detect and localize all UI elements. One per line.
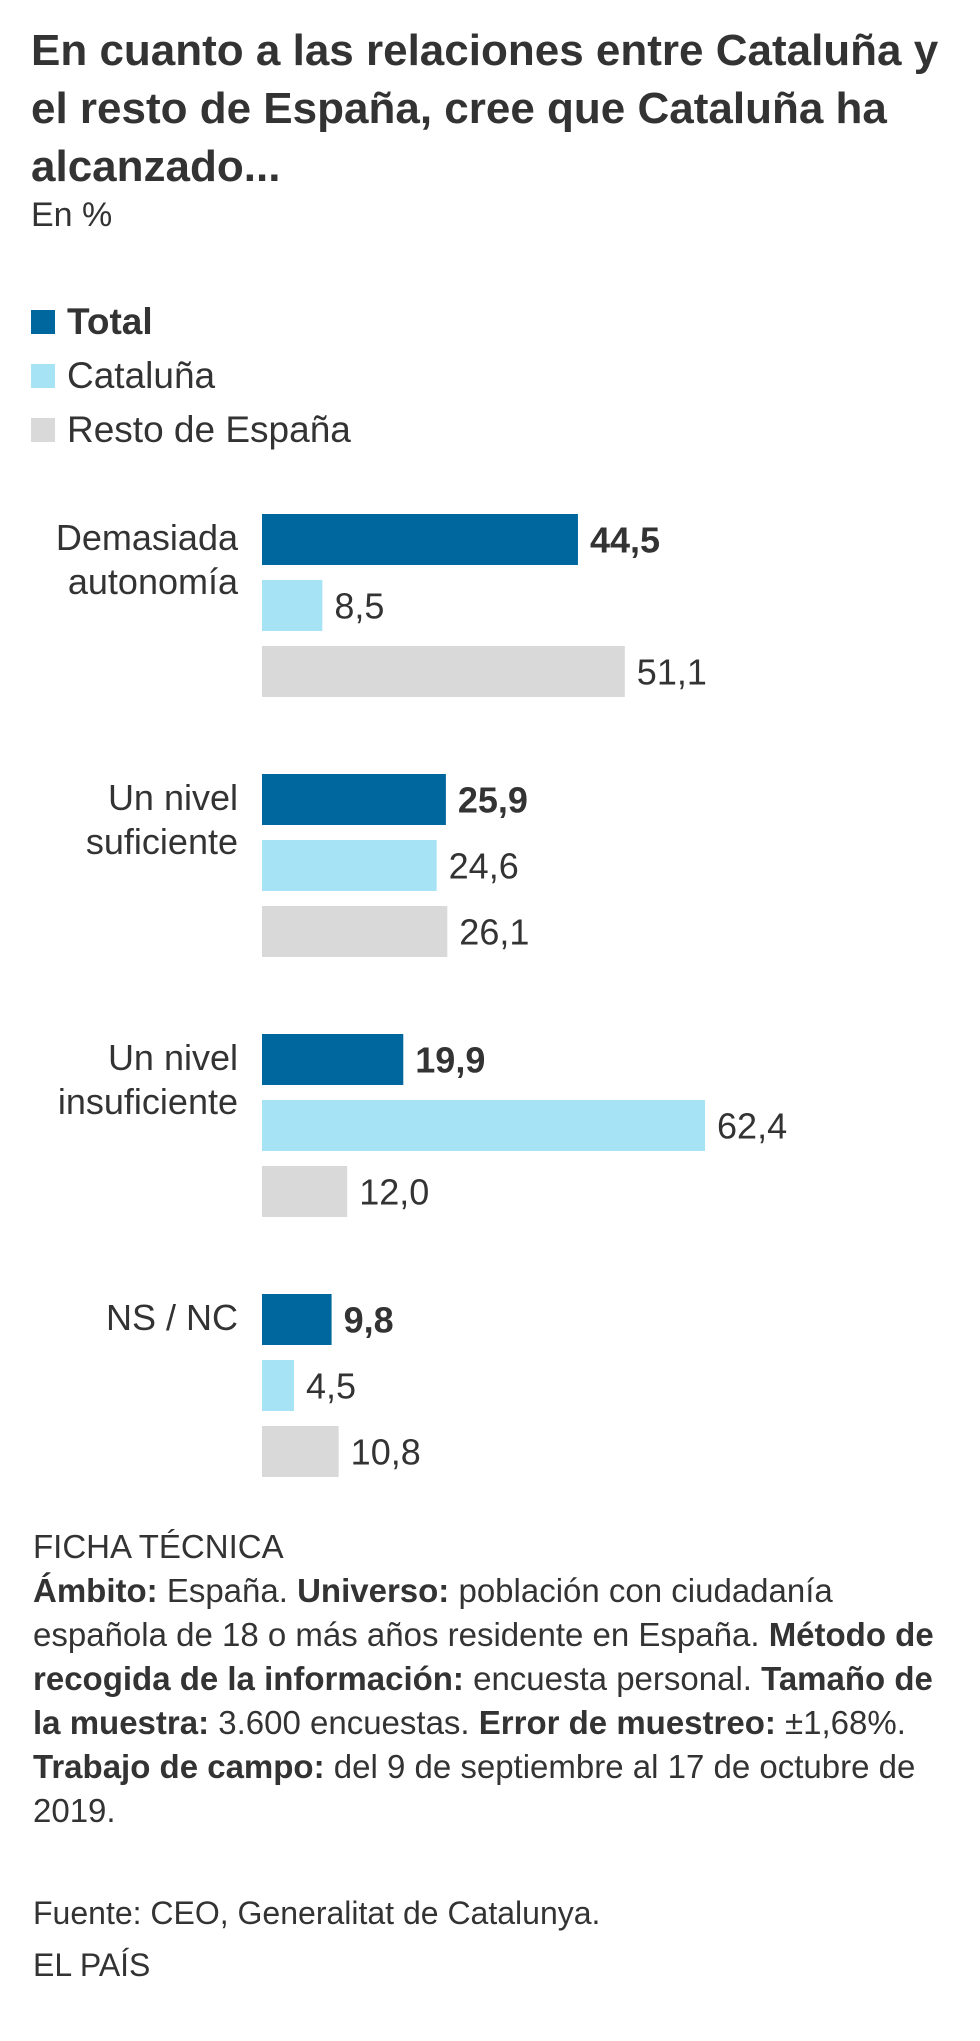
category-label: Un nivel insuficiente [58, 1037, 238, 1122]
ficha-heading: FICHA TÉCNICA [33, 1528, 284, 1565]
ficha-text-campo: del 9 de septiembre al 17 de octubre de … [33, 1748, 916, 1829]
category-label-line: Demasiada [56, 517, 239, 558]
data-label: 12,0 [359, 1172, 429, 1213]
bar [262, 580, 323, 631]
category-label-line: NS / NC [106, 1297, 238, 1338]
data-label: 62,4 [717, 1106, 787, 1147]
category-label-line: Un nivel [108, 1037, 238, 1078]
legend: Total Cataluña Resto de España [31, 295, 351, 457]
legend-label-cataluna: Cataluña [67, 355, 216, 396]
data-label: 26,1 [459, 912, 529, 953]
data-label: 25,9 [458, 780, 528, 821]
data-label: 4,5 [306, 1366, 356, 1407]
ficha-tecnica: FICHA TÉCNICA Ámbito: España. Universo: … [33, 1525, 953, 1833]
bar [262, 1426, 339, 1477]
ficha-text-tamano: 3.600 encuestas. [218, 1704, 470, 1741]
bar [262, 514, 578, 565]
legend-swatch-resto [31, 418, 55, 442]
category-label-line: suficiente [86, 821, 238, 862]
brand-logo-text: EL PAÍS [33, 1947, 151, 1983]
legend-swatch-total [31, 310, 55, 334]
bar [262, 774, 446, 825]
chart-title: En cuanto a las relaciones entre Cataluñ… [31, 26, 939, 191]
ficha-label-ambito: Ámbito: [33, 1572, 158, 1609]
ficha-label-tamano: Tamaño de la muestra: [33, 1660, 933, 1741]
legend-label-resto: Resto de España [67, 409, 351, 450]
source-note: Fuente: CEO, Generalitat de Catalunya. [33, 1895, 601, 1931]
ficha-label-campo: Trabajo de campo: [33, 1748, 325, 1785]
data-label: 8,5 [334, 586, 384, 627]
bar [262, 1034, 404, 1085]
ficha-label-metodo: Método de recogida de la información: [33, 1616, 934, 1697]
data-label: 19,9 [415, 1040, 485, 1081]
legend-swatch-cataluna [31, 364, 55, 388]
category-label-line: Un nivel [108, 777, 238, 818]
category-label-line: autonomía [68, 561, 239, 602]
ficha-text-metodo: encuesta personal. [473, 1660, 752, 1697]
bar-chart: Demasiada autonomía 44,5 8,5 51,1 Un nivel suf… [0, 480, 980, 1500]
ficha-body: Ámbito: España. Universo: población con … [33, 1569, 953, 1833]
ficha-text-universo: población con ciudadanía española de 18 … [33, 1572, 833, 1653]
legend-item-resto: Resto de España [31, 403, 351, 457]
ficha-text-ambito: España. [166, 1572, 288, 1609]
bar [262, 646, 625, 697]
data-label: 44,5 [590, 520, 660, 561]
bar [262, 840, 437, 891]
legend-label-total: Total [67, 301, 153, 342]
data-label: 10,8 [351, 1432, 421, 1473]
bar [262, 1294, 332, 1345]
legend-item-cataluna: Cataluña [31, 349, 351, 403]
ficha-label-universo: Universo: [297, 1572, 450, 1609]
data-label: 9,8 [344, 1300, 394, 1341]
data-label: 24,6 [449, 846, 519, 887]
ficha-label-error: Error de muestreo: [478, 1704, 776, 1741]
bar [262, 1166, 348, 1217]
category-label: Demasiada autonomía [56, 517, 239, 602]
category-label-line: insuficiente [58, 1081, 238, 1122]
chart-subtitle: En % [31, 196, 113, 234]
legend-item-total: Total [31, 295, 351, 349]
ficha-text-error: ±1,68%. [785, 1704, 906, 1741]
bar [262, 1360, 294, 1411]
bar [262, 1100, 706, 1151]
category-label: Un nivel suficiente [86, 777, 238, 862]
data-label: 51,1 [637, 652, 707, 693]
bar [262, 906, 448, 957]
category-label: NS / NC [106, 1297, 238, 1338]
